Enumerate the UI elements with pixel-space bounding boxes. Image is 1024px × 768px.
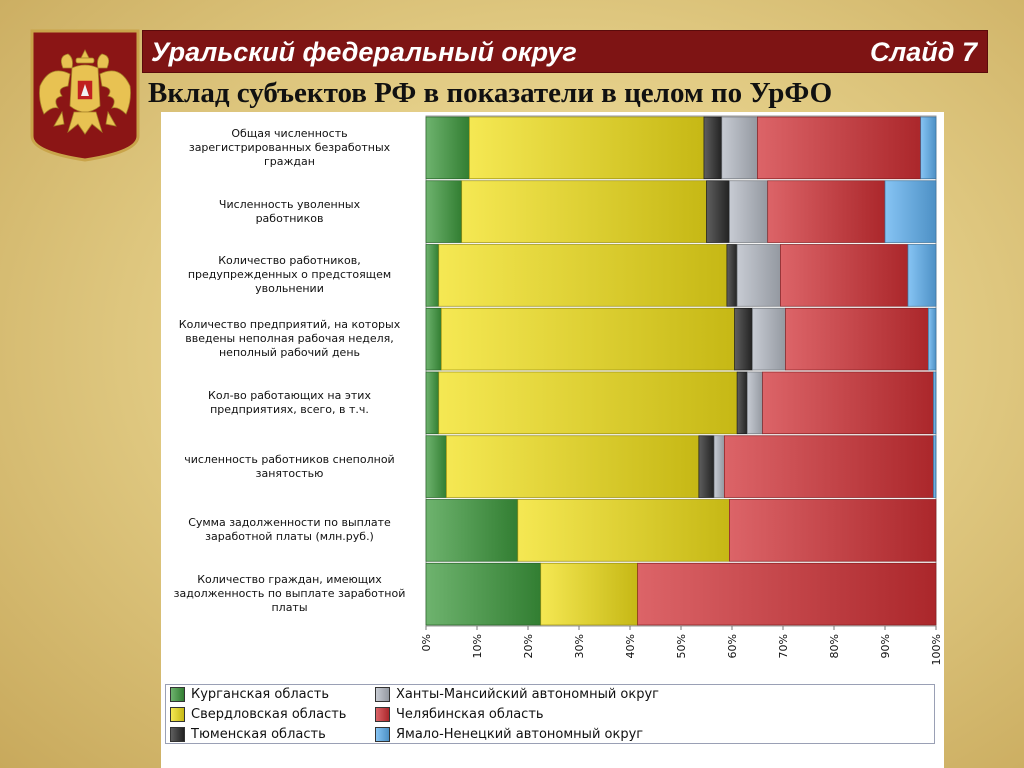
slide-subtitle: Вклад субъектов РФ в показатели в целом … — [148, 77, 833, 109]
coat-of-arms-emblem — [28, 28, 142, 162]
bar-segment — [703, 116, 723, 180]
legend-label: Ямало-Ненецкий автономный округ — [396, 727, 644, 742]
bar-segment — [713, 435, 725, 498]
bar-segment — [752, 307, 786, 371]
legend-swatch — [375, 707, 390, 722]
x-tick-label: 70% — [777, 634, 790, 658]
bar-segment — [706, 180, 730, 243]
bar-segment — [927, 307, 937, 371]
bar-segment — [721, 116, 758, 180]
bar-segment — [425, 244, 440, 307]
bar-segment — [907, 244, 937, 307]
bar-segment — [425, 435, 447, 498]
legend-item: Ямало-Ненецкий автономный округ — [375, 727, 643, 745]
x-tick-label: 20% — [522, 634, 535, 658]
x-tick-label: 50% — [675, 634, 688, 658]
bar-segment — [933, 435, 937, 498]
bar-segment — [767, 180, 886, 243]
bar-segment — [729, 499, 937, 562]
legend-label: Курганская область — [191, 687, 330, 702]
bar-segment — [729, 180, 769, 243]
legend-label: Тюменская область — [191, 727, 326, 742]
legend-item: Курганская область — [170, 687, 329, 705]
x-tick-label: 10% — [471, 634, 484, 658]
slide-number: Слайд 7 — [869, 37, 977, 67]
bar-segment — [757, 116, 922, 180]
bar-segment — [920, 116, 937, 180]
legend-item: Свердловская область — [170, 707, 346, 725]
legend-label: Челябинская область — [396, 707, 544, 722]
bar-segment — [736, 244, 781, 307]
bar-segment — [540, 562, 639, 626]
bar-segment — [726, 244, 738, 307]
chart-legend: Курганская область Свердловская область Тю… — [165, 684, 935, 744]
bar-segment — [734, 307, 753, 371]
bar-segment — [440, 307, 735, 371]
legend-swatch — [170, 727, 185, 742]
bar-segment — [425, 116, 470, 180]
bar-segment — [736, 371, 748, 435]
bar-segment — [933, 371, 937, 435]
bar-segment — [438, 371, 738, 435]
bar-segment — [785, 307, 929, 371]
bar-segment — [780, 244, 909, 307]
x-tick-label: 40% — [624, 634, 637, 658]
bar-segment — [425, 307, 442, 371]
category-label: Количество предприятий, на которых введе… — [178, 318, 401, 360]
x-tick-label: 80% — [828, 634, 841, 658]
bar-segment — [425, 562, 542, 626]
bar-segment — [517, 499, 730, 562]
legend-label: Свердловская область — [191, 707, 347, 722]
x-tick-label: 60% — [726, 634, 739, 658]
legend-item: Ханты-Мансийский автономный округ — [375, 687, 659, 705]
bar-segment — [425, 180, 463, 243]
bar-segment — [469, 116, 705, 180]
bar-segment — [461, 180, 707, 243]
category-label: численность работников снеполной занятос… — [184, 452, 395, 480]
legend-swatch — [170, 707, 185, 722]
category-label: Общая численность зарегистрированных без… — [188, 126, 391, 168]
legend-label: Ханты-Мансийский автономный округ — [396, 687, 659, 702]
bar-segment — [425, 499, 519, 562]
x-tick-label: 100% — [930, 634, 943, 665]
bar-segment — [762, 371, 934, 435]
bar-segment — [446, 435, 700, 498]
bar-segment — [425, 371, 440, 435]
eagle-icon — [30, 29, 140, 162]
stacked-bar-chart: 0% 10% 20% 30% 40% 50% 60% 70% 80% 90% 100% — [420, 115, 943, 665]
legend-swatch — [375, 727, 390, 742]
category-label: Количество работников, предупрежденных о… — [187, 254, 392, 296]
legend-swatch — [170, 687, 185, 702]
bar-segment — [438, 244, 728, 307]
legend-swatch — [375, 687, 390, 702]
chart-panel: Общая численность зарегистрированных без… — [161, 112, 944, 768]
category-label: Кол-во работающих на этих предприятиях, … — [208, 388, 371, 416]
bar-segment — [884, 180, 937, 243]
category-label: Сумма задолженности по выплате заработно… — [188, 516, 391, 544]
x-tick-label: 30% — [573, 634, 586, 658]
bar-segment — [637, 562, 937, 626]
bar-segment — [723, 435, 934, 498]
legend-item: Челябинская область — [375, 707, 544, 725]
category-label: Численность уволенных работников — [218, 197, 361, 225]
bar-segment — [746, 371, 763, 435]
district-title: Уральский федеральный округ — [151, 37, 577, 67]
bar-segment — [698, 435, 715, 498]
legend-item: Тюменская область — [170, 727, 326, 745]
x-tick-label: 90% — [879, 634, 892, 658]
category-label: Количество граждан, имеющих задолженност… — [173, 573, 406, 615]
header-band: Уральский федеральный округ Слайд 7 — [142, 30, 988, 73]
x-tick-label: 0% — [420, 634, 433, 651]
